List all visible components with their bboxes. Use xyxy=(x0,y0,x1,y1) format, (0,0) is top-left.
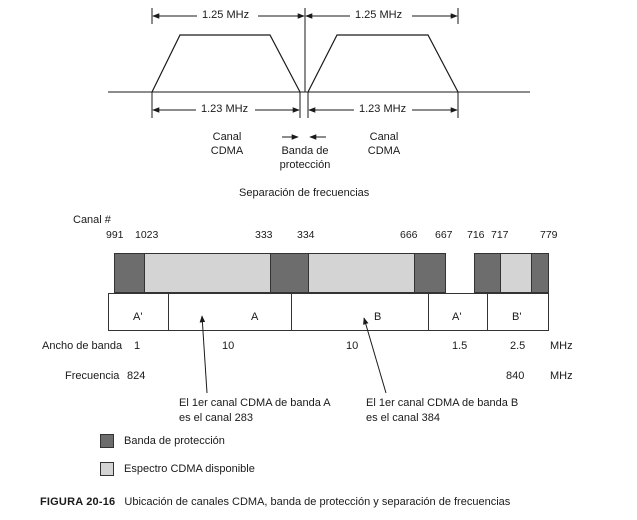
guard-band-segment xyxy=(114,253,145,293)
cdma-channel-left-label: Canal CDMA xyxy=(210,131,244,157)
band-cell-b-prime xyxy=(487,293,549,331)
guard-band-segment xyxy=(474,253,501,293)
note-band-b: El 1er canal CDMA de banda B es el canal… xyxy=(366,397,519,424)
cdma-spectrum-segment xyxy=(145,253,270,293)
frequency-start: 824 xyxy=(127,370,146,382)
frequency-unit: MHz xyxy=(550,370,573,382)
bandwidth-value: 10 xyxy=(346,340,359,352)
guard-band-segment xyxy=(270,253,309,293)
channel-number-1023: 1023 xyxy=(135,229,159,241)
channel-number-991: 991 xyxy=(106,229,124,241)
band-label-a-prime-2: A' xyxy=(452,311,462,323)
band-label-a: A xyxy=(251,311,259,323)
bandwidth-value: 2.5 xyxy=(510,340,526,352)
pointer-band-a xyxy=(199,315,208,394)
span-right-label: 1.25 MHz xyxy=(355,9,403,21)
bandwidth-value: 10 xyxy=(222,340,235,352)
band-label-a-prime: A' xyxy=(133,311,143,323)
span-left-label: 1.25 MHz xyxy=(202,9,250,21)
guard-band-segment xyxy=(414,253,446,293)
channel-number-717: 717 xyxy=(491,229,509,241)
frequency-end: 840 xyxy=(506,370,525,382)
cdma-channel-right-label: Canal CDMA xyxy=(367,131,401,157)
figure-caption: FIGURA 20-16 Ubicación de canales CDMA, … xyxy=(40,496,510,508)
cdma-channel-left-shape xyxy=(151,34,301,93)
bandwidth-value: 1.5 xyxy=(452,340,468,352)
frequency-label: Frecuencia xyxy=(65,370,120,382)
figure-number: FIGURA 20-16 xyxy=(40,496,116,508)
channel-heading: Canal # xyxy=(73,214,111,226)
legend-guard-swatch xyxy=(100,434,114,448)
bandwidth-value: 1 xyxy=(134,340,141,352)
frequency-separation-title: Separación de frecuencias xyxy=(239,187,370,199)
channel-number-716: 716 xyxy=(467,229,485,241)
bandwidth-label: Ancho de banda xyxy=(42,340,123,352)
legend-spectrum-swatch xyxy=(100,462,114,476)
legend-guard-label: Banda de protección xyxy=(124,435,225,447)
channel-number-666: 666 xyxy=(400,229,418,241)
cdma-channel-right-shape xyxy=(307,34,459,93)
width-left-label: 1.23 MHz xyxy=(201,103,249,115)
frequency-separation-diagram xyxy=(108,8,530,140)
bandwidth-unit: MHz xyxy=(550,340,573,352)
cdma-spectrum-segment xyxy=(309,253,414,293)
guard-band-label: Banda de protección xyxy=(279,145,331,171)
note-band-a: El 1er canal CDMA de banda A es el canal… xyxy=(179,397,331,424)
width-right-label: 1.23 MHz xyxy=(359,103,407,115)
channel-number-333: 333 xyxy=(255,229,273,241)
pointer-band-b xyxy=(363,317,387,394)
figure-caption-text: Ubicación de canales CDMA, banda de prot… xyxy=(124,496,511,508)
band-label-b: B xyxy=(374,311,382,323)
guard-band-segment xyxy=(531,253,549,293)
channel-number-779: 779 xyxy=(540,229,558,241)
cdma-spectrum-segment xyxy=(501,253,531,293)
legend-spectrum-label: Espectro CDMA disponible xyxy=(124,463,255,475)
channel-number-667: 667 xyxy=(435,229,453,241)
channel-number-334: 334 xyxy=(297,229,315,241)
band-label-b-prime: B' xyxy=(512,311,522,323)
